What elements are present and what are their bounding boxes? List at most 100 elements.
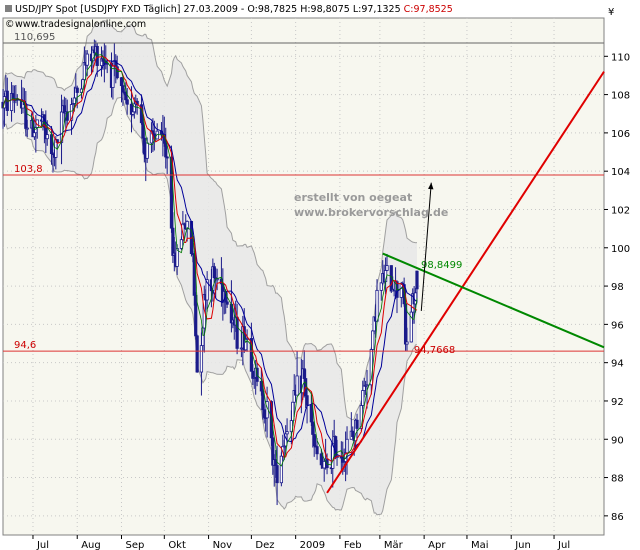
candle-body [245, 338, 249, 340]
candle-body [375, 289, 379, 322]
candle-body [201, 327, 205, 347]
candle-body [351, 430, 355, 437]
watermark-line-1: erstellt von oegeat [294, 191, 412, 204]
trendline-support [326, 71, 605, 494]
y-tick-label: 100 [611, 244, 630, 255]
candle-body [195, 335, 199, 373]
candle-body [205, 279, 209, 301]
candle-body [285, 431, 289, 435]
candle-body [95, 45, 99, 66]
candle-body [125, 99, 129, 105]
watermark-line-2: www.brokervorschlag.de [294, 206, 448, 219]
candle-body [305, 395, 309, 406]
candle-body [345, 438, 349, 454]
candle-body [164, 142, 168, 158]
trendline-resistance [382, 252, 605, 349]
y-tick-label: 88 [611, 474, 624, 485]
candle-body [199, 345, 204, 373]
candle-body [302, 368, 306, 379]
x-tick-label: Jul [36, 540, 49, 550]
x-tick-label: Aug [81, 540, 101, 550]
candle-body [179, 239, 184, 249]
candle-body [309, 404, 313, 423]
candle-body [111, 65, 115, 88]
trendlines: 94,7668 98,8499 [326, 71, 605, 494]
level-label: 110,695 [14, 32, 55, 43]
bollinger-upper-line [2, 20, 418, 421]
candle-body [145, 142, 149, 159]
level-label: 103,8 [14, 164, 43, 175]
x-tick-label: Mai [471, 540, 489, 550]
y-tick-label: 94 [611, 359, 624, 370]
candle-body [279, 455, 283, 484]
candle-body [32, 132, 37, 138]
candle-body [45, 134, 49, 140]
x-tick-label: Jul [557, 540, 570, 550]
candle-body [25, 127, 29, 130]
trendline-label-support: 94,7668 [414, 345, 455, 356]
collapse-toggle-icon[interactable] [5, 5, 12, 12]
candle-body [274, 459, 278, 466]
candle-body [119, 77, 124, 87]
x-tick-label: Nov [213, 540, 233, 550]
y-tick-label: 110 [611, 52, 630, 63]
moving-averages [2, 51, 418, 467]
bollinger-band-fill [3, 20, 417, 515]
y-tick-label: 104 [611, 167, 630, 178]
x-tick-label: 2009 [300, 540, 325, 550]
candle-body [295, 375, 299, 396]
candle-body [212, 266, 216, 279]
axes: 86 88 90 92 94 96 98 100 102 104 106 108 110 ¥ Jul Aug S… [32, 7, 630, 550]
header-close-value: C:97,8525 [404, 4, 453, 15]
x-tick-label: Mär [384, 540, 404, 550]
candle-body [385, 265, 389, 271]
bollinger-band [2, 20, 418, 516]
candle-body [262, 409, 266, 418]
candle-body [371, 330, 375, 350]
candle-body [225, 301, 229, 305]
copyright-icon: © [5, 19, 15, 30]
y-tick-label: 98 [611, 282, 624, 293]
candle-body [75, 87, 79, 93]
axis-arrow-icon: ¥ [608, 7, 614, 18]
horizontal-levels: 110,695 103,8 94,6 [3, 32, 604, 352]
projection-arrow [420, 182, 432, 312]
candle-body [315, 446, 319, 455]
header-title: USD/JPY Spot [USDJPY FXD Täglich] 27.03.… [15, 4, 453, 15]
arrowhead-icon [428, 182, 434, 190]
candle-body [141, 122, 145, 139]
y-tick-label: 92 [611, 397, 624, 408]
y-tick-label: 96 [611, 320, 624, 331]
x-tick-label: Feb [344, 540, 362, 550]
x-tick-label: Okt [168, 540, 186, 550]
y-tick-label: 102 [611, 205, 630, 216]
candle-body [171, 227, 175, 256]
candle-body [85, 53, 89, 66]
y-tick-label: 90 [611, 435, 624, 446]
candle-body [319, 453, 323, 466]
candle-body [322, 460, 326, 469]
candle-body [275, 465, 279, 484]
candle-body [72, 97, 76, 104]
x-tick-label: Apr [428, 540, 446, 550]
header-symbol-line: USD/JPY Spot [USDJPY FXD Täglich] 27.03.… [15, 4, 404, 15]
candle-body [312, 434, 316, 447]
y-tick-label: 108 [611, 91, 630, 102]
candle-body [365, 384, 369, 387]
candle-body [361, 390, 365, 406]
x-tick-label: Sep [125, 540, 144, 550]
candle-body [121, 85, 125, 93]
level-label: 94,6 [14, 340, 36, 351]
bollinger-lower-line [2, 96, 418, 516]
candle-body [194, 294, 198, 337]
ma-line-blue [2, 59, 418, 460]
candle-body [405, 341, 409, 345]
candle-body [261, 390, 265, 411]
x-tick-label: Jun [514, 540, 531, 550]
candle-body [165, 156, 169, 159]
ma-line-green [2, 51, 418, 467]
chart-header: USD/JPY Spot [USDJPY FXD Täglich] 27.03.… [5, 4, 453, 30]
candle-body [415, 270, 419, 290]
candle-body [311, 421, 315, 435]
